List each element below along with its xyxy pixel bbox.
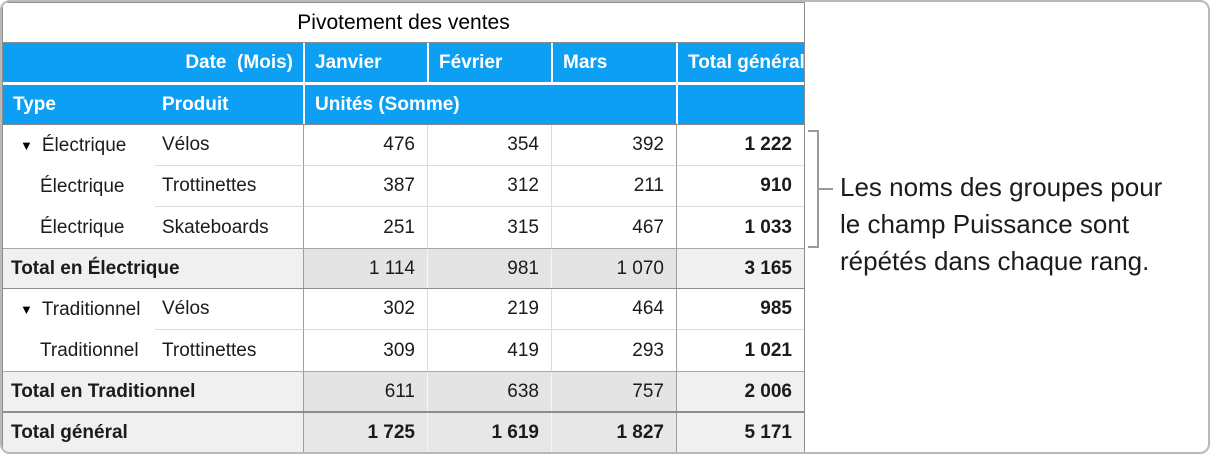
disclosure-triangle-icon[interactable]: ▼ xyxy=(20,302,33,317)
table-row-electrique-skateboards: Électrique Skateboards 251 315 467 1 033 xyxy=(3,207,804,248)
annotation-line: le champ Puissance sont xyxy=(840,209,1130,239)
table-row-electrique-trottinettes: Électrique Trottinettes 387 312 211 910 xyxy=(3,166,804,207)
table-row-traditionnel-velos: ▼ Traditionnel Vélos 302 219 464 985 xyxy=(3,289,804,330)
column-header-total-general[interactable]: Total général xyxy=(676,43,804,82)
type-cell[interactable]: ▼ Traditionnel xyxy=(3,289,155,330)
subtotal-label[interactable]: Total en Traditionnel xyxy=(11,380,196,402)
callout-bracket-top-cap xyxy=(808,130,819,132)
type-cell[interactable]: ▼ Électrique xyxy=(3,125,155,166)
subtotal-total-cell[interactable]: 2 006 xyxy=(676,372,804,411)
subtotal-cell-mars[interactable]: 1 070 xyxy=(551,249,676,288)
subtotal-total-cell[interactable]: 3 165 xyxy=(676,249,804,288)
grand-total-row: Total général 1 725 1 619 1 827 5 171 xyxy=(3,412,804,452)
type-label: Électrique xyxy=(41,134,127,156)
subtotal-label[interactable]: Total en Électrique xyxy=(11,257,180,279)
row-total-cell[interactable]: 1 033 xyxy=(676,207,804,248)
value-cell-janvier[interactable]: 476 xyxy=(303,125,427,166)
grand-total-label[interactable]: Total général xyxy=(11,422,128,443)
pivot-table: Pivotement des ventes Date (Mois) Janvie… xyxy=(2,2,805,452)
subtotal-row-electrique: Total en Électrique 1 114 981 1 070 3 16… xyxy=(3,248,804,289)
row-total-cell[interactable]: 910 xyxy=(676,166,804,207)
grand-total-cell[interactable]: 5 171 xyxy=(676,413,804,452)
column-header-mars[interactable]: Mars xyxy=(551,43,676,82)
grand-total-cell-fevrier[interactable]: 1 619 xyxy=(427,413,551,452)
subtotal-row-traditionnel: Total en Traditionnel 611 638 757 2 006 xyxy=(3,371,804,412)
produit-cell[interactable]: Trottinettes xyxy=(162,339,257,361)
column-header-type[interactable]: Type xyxy=(13,93,56,115)
subtotal-cell-fevrier[interactable]: 981 xyxy=(427,249,551,288)
column-header-fevrier[interactable]: Février xyxy=(427,43,551,82)
type-cell[interactable]: Électrique xyxy=(40,216,125,238)
value-cell-mars[interactable]: 464 xyxy=(551,289,676,330)
column-header-date-mois[interactable]: Date (Mois) xyxy=(185,51,293,73)
column-header-janvier[interactable]: Janvier xyxy=(303,43,427,82)
row-total-cell[interactable]: 1 222 xyxy=(676,125,804,166)
subtotal-cell-janvier[interactable]: 611 xyxy=(303,372,427,411)
value-cell-mars[interactable]: 211 xyxy=(551,166,676,207)
value-cell-fevrier[interactable]: 315 xyxy=(427,207,551,248)
annotation-line: répétés dans chaque rang. xyxy=(840,246,1150,276)
value-cell-fevrier[interactable]: 419 xyxy=(427,330,551,371)
produit-cell[interactable]: Vélos xyxy=(155,125,303,166)
value-cell-mars[interactable]: 293 xyxy=(551,330,676,371)
produit-cell[interactable]: Trottinettes xyxy=(155,166,303,207)
value-cell-janvier[interactable]: 251 xyxy=(303,207,427,248)
type-label: Traditionnel xyxy=(41,298,141,320)
type-cell[interactable]: Électrique xyxy=(40,175,125,197)
value-cell-fevrier[interactable]: 312 xyxy=(427,166,551,207)
annotation-line: Les noms des groupes pour xyxy=(840,172,1163,202)
value-cell-mars[interactable]: 392 xyxy=(551,125,676,166)
grand-total-cell-janvier[interactable]: 1 725 xyxy=(303,413,427,452)
callout-bracket xyxy=(817,130,819,248)
grand-total-cell-mars[interactable]: 1 827 xyxy=(551,413,676,452)
produit-cell[interactable]: Vélos xyxy=(155,289,303,330)
callout-annotation: Les noms des groupes pour le champ Puiss… xyxy=(840,169,1162,280)
table-row-electrique-velos: ▼ Électrique Vélos 476 354 392 1 222 xyxy=(3,125,804,166)
value-cell-janvier[interactable]: 302 xyxy=(303,289,427,330)
produit-cell[interactable]: Skateboards xyxy=(162,216,269,238)
subtotal-cell-mars[interactable]: 757 xyxy=(551,372,676,411)
disclosure-triangle-icon[interactable]: ▼ xyxy=(20,138,33,153)
value-cell-fevrier[interactable]: 219 xyxy=(427,289,551,330)
value-cell-janvier[interactable]: 387 xyxy=(303,166,427,207)
value-cell-janvier[interactable]: 309 xyxy=(303,330,427,371)
subtotal-cell-janvier[interactable]: 1 114 xyxy=(303,249,427,288)
callout-bracket-tick xyxy=(819,188,833,190)
table-title: Pivotement des ventes xyxy=(297,10,510,34)
header-row-fields: Type Produit Unités (Somme) xyxy=(3,85,804,125)
header-empty-cell xyxy=(676,85,804,124)
row-total-cell[interactable]: 985 xyxy=(676,289,804,330)
table-title-row: Pivotement des ventes xyxy=(3,3,804,43)
callout-bracket-bottom-cap xyxy=(808,246,819,248)
subtotal-cell-fevrier[interactable]: 638 xyxy=(427,372,551,411)
column-header-unites-somme[interactable]: Unités (Somme) xyxy=(303,85,676,124)
table-row-traditionnel-trottinettes: Traditionnel Trottinettes 309 419 293 1 … xyxy=(3,330,804,371)
header-row-months: Date (Mois) Janvier Février Mars Total g… xyxy=(3,43,804,85)
value-cell-mars[interactable]: 467 xyxy=(551,207,676,248)
value-cell-fevrier[interactable]: 354 xyxy=(427,125,551,166)
row-total-cell[interactable]: 1 021 xyxy=(676,330,804,371)
type-cell[interactable]: Traditionnel xyxy=(40,339,139,361)
column-header-produit[interactable]: Produit xyxy=(162,93,229,115)
